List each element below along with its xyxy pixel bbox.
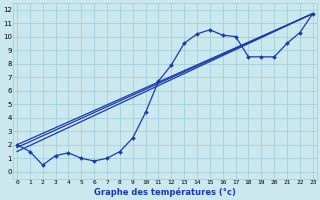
X-axis label: Graphe des températures (°c): Graphe des températures (°c) — [94, 188, 236, 197]
